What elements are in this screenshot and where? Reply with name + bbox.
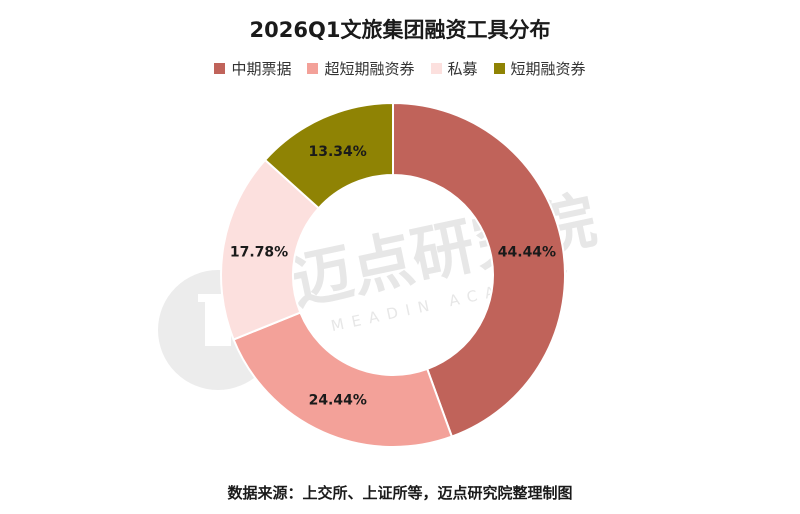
legend-label: 私募: [447, 60, 478, 78]
legend-swatch: [493, 63, 505, 74]
slice-mtn: [392, 101, 566, 438]
slice-labels: 44.44% 24.44% 17.78% 13.34%: [230, 144, 556, 408]
chart-title: 2026Q1文旅集团融资工具分布: [249, 18, 551, 42]
legend-item-scp: 超短期融资券: [307, 58, 415, 79]
slice-scp: [232, 311, 454, 448]
legend-label: 中期票据: [231, 60, 292, 78]
slice-label: 44.44%: [498, 244, 556, 260]
slice-label: 24.44%: [309, 392, 367, 408]
legend-item-cp: 短期融资券: [493, 58, 586, 79]
legend-swatch: [214, 63, 226, 74]
legend-item-mtn: 中期票据: [214, 58, 291, 79]
slice-label: 13.34%: [309, 144, 367, 160]
chart-legend: 中期票据 超短期融资券 私募 短期融资券: [0, 58, 800, 79]
slice-cp: [263, 101, 394, 210]
watermark-logo-mark: [198, 294, 238, 302]
slice-label: 17.78%: [230, 244, 288, 260]
legend-swatch: [307, 63, 319, 74]
legend-item-private: 私募: [430, 58, 478, 79]
legend-label: 超短期融资券: [324, 60, 415, 78]
legend-swatch: [430, 63, 442, 74]
source-note: 数据来源：上交所、上证所等，迈点研究院整理制图: [227, 484, 573, 502]
donut-slices: [220, 101, 566, 448]
legend-label: 短期融资券: [510, 60, 586, 78]
